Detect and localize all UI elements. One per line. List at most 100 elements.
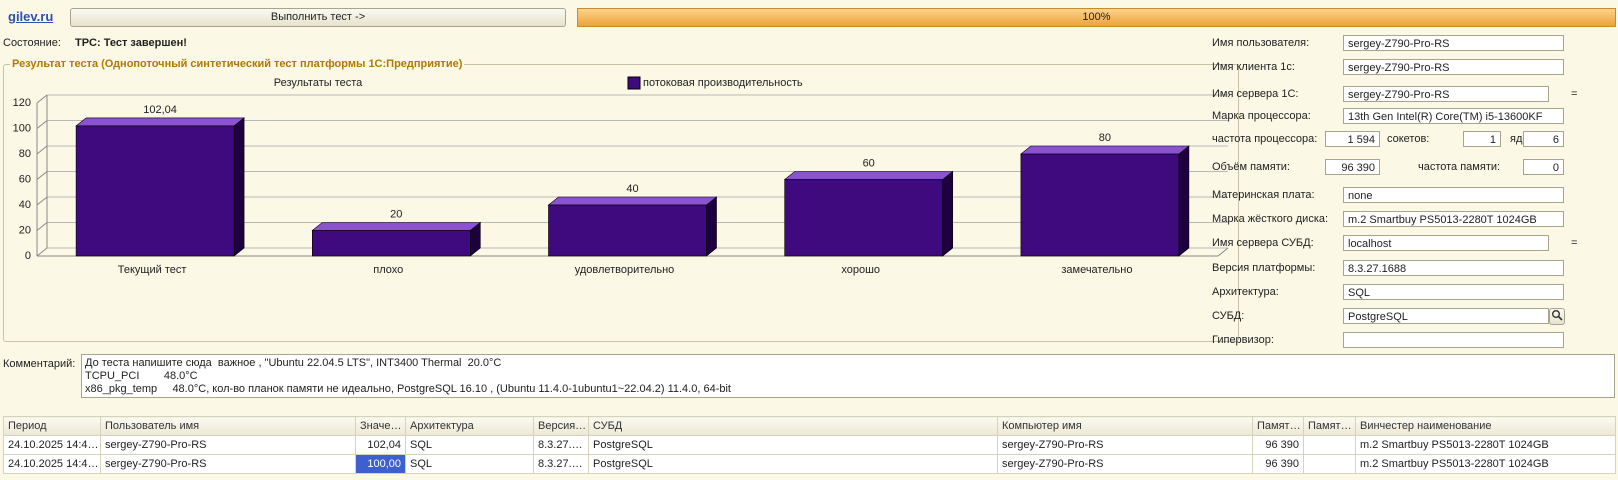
column-header[interactable]: Пользователь имя xyxy=(100,416,356,436)
site-link[interactable]: gilev.ru xyxy=(8,9,54,24)
bar-side xyxy=(1178,145,1190,257)
x-tick-label: Текущий тест xyxy=(118,264,187,276)
table-cell xyxy=(1303,454,1356,474)
tick-mark xyxy=(36,120,48,129)
field-label: Версия платформы: xyxy=(1212,262,1316,274)
table-cell: 24.10.2025 14:4… xyxy=(3,454,101,474)
table-cell: 8.3.27.… xyxy=(533,435,589,455)
table-cell: SQL xyxy=(405,435,534,455)
field-input[interactable]: sergey-Z790-Pro-RS xyxy=(1343,59,1564,75)
field-input[interactable]: SQL xyxy=(1343,284,1564,300)
field-label: Гипервизор: xyxy=(1212,334,1274,346)
field-input[interactable]: 13th Gen Intel(R) Core(TM) i5-13600KF xyxy=(1343,108,1564,124)
column-header[interactable]: Памят… xyxy=(1303,416,1356,436)
table-cell: 96 390 xyxy=(1252,435,1304,455)
field-input[interactable]: sergey-Z790-Pro-RS xyxy=(1343,35,1564,51)
table-cell: sergey-Z790-Pro-RS xyxy=(997,454,1253,474)
field-input[interactable] xyxy=(1343,332,1564,348)
table-cell: sergey-Z790-Pro-RS xyxy=(100,454,356,474)
field-input[interactable]: localhost xyxy=(1343,235,1549,251)
x-tick-label: хорошо xyxy=(841,264,880,276)
tick-mark xyxy=(36,247,48,257)
column-header[interactable]: Версия… xyxy=(533,416,589,436)
chart-title: Результаты теста xyxy=(274,77,363,89)
column-header[interactable]: Памят… xyxy=(1252,416,1304,436)
status-value: TPC: Тест завершен! xyxy=(75,37,187,49)
column-header[interactable]: Период xyxy=(3,416,101,436)
field-input[interactable]: sergey-Z790-Pro-RS xyxy=(1343,86,1549,102)
legend-swatch xyxy=(627,76,641,90)
y-tick-label: 100 xyxy=(13,122,31,134)
bar-side xyxy=(706,196,717,257)
value-label: 20 xyxy=(390,208,402,220)
bar-top xyxy=(1020,145,1190,155)
table-cell: PostgreSQL xyxy=(588,454,998,474)
bar-top xyxy=(311,222,482,231)
table-cell: 8.3.27.… xyxy=(533,454,589,474)
field-input[interactable]: 0 xyxy=(1523,159,1564,175)
header-row: Период Пользователь имя Значе… Архитектура В… xyxy=(3,416,1616,436)
table-cell: SQL xyxy=(405,454,534,474)
field-value: localhost xyxy=(1348,238,1392,250)
table-cell: m.2 Smartbuy PS5013-2280T 1024GB xyxy=(1355,454,1616,474)
field-input[interactable]: PostgreSQL xyxy=(1343,308,1549,324)
progress-bar: 100% xyxy=(577,8,1616,27)
field-label: Материнская плата: xyxy=(1212,189,1315,201)
bar xyxy=(75,125,235,257)
x-tick-label: плохо xyxy=(373,264,403,276)
bar xyxy=(548,204,707,257)
bar-top xyxy=(75,117,245,127)
field-value: sergey-Z790-Pro-RS xyxy=(1348,62,1450,74)
table-cell: m.2 Smartbuy PS5013-2280T 1024GB xyxy=(1355,435,1616,455)
field-input[interactable]: 6 xyxy=(1523,131,1564,147)
y-tick-label: 40 xyxy=(19,199,31,211)
chart: Результаты теста потоковая производительн… xyxy=(13,76,1229,276)
tick-mark xyxy=(36,222,48,231)
field-label: частота памяти: xyxy=(1418,161,1501,173)
field-value: 96 390 xyxy=(1341,162,1375,174)
field-label: Имя сервера 1С: xyxy=(1212,88,1299,100)
table-cell: 102,04 xyxy=(355,435,406,455)
value-label: 102,04 xyxy=(143,104,177,116)
column-header[interactable]: Архитектура xyxy=(405,416,534,436)
tick-mark xyxy=(36,196,48,206)
bar xyxy=(311,230,471,257)
field-value: sergey-Z790-Pro-RS xyxy=(1348,38,1450,50)
comment-line: x86_pkg_temp 48.0°C, кол-во планок памят… xyxy=(85,383,731,395)
field-input[interactable]: 8.3.27.1688 xyxy=(1343,260,1564,276)
field-label: Объём памяти: xyxy=(1212,161,1290,173)
field-value: PostgreSQL xyxy=(1348,311,1408,323)
y-tick-label: 120 xyxy=(13,97,31,109)
search-icon xyxy=(1552,310,1563,321)
table-row[interactable]: 24.10.2025 14:4… sergey-Z790-Pro-RS 102,04… xyxy=(3,435,1616,455)
value-label: 80 xyxy=(1099,132,1111,144)
y-tick-label: 20 xyxy=(19,224,31,236)
field-label: частота процессора: xyxy=(1212,133,1318,145)
bar xyxy=(784,179,944,257)
search-button[interactable] xyxy=(1549,308,1565,325)
field-label: Имя клиента 1с: xyxy=(1212,61,1295,73)
field-input[interactable]: 1 xyxy=(1463,131,1501,147)
tick-mark xyxy=(36,94,48,104)
table-cell: sergey-Z790-Pro-RS xyxy=(997,435,1253,455)
floor-back xyxy=(1217,247,1229,257)
field-suffix: = xyxy=(1571,88,1578,100)
field-input[interactable]: none xyxy=(1343,187,1564,203)
field-input[interactable]: 1 594 xyxy=(1325,131,1380,147)
field-input[interactable]: 96 390 xyxy=(1325,159,1380,175)
field-value: 13th Gen Intel(R) Core(TM) i5-13600KF xyxy=(1348,111,1543,123)
column-header[interactable]: Значе… xyxy=(355,416,406,436)
field-value: 1 xyxy=(1489,134,1496,146)
bar-top xyxy=(783,171,954,180)
y-tick-label: 80 xyxy=(19,148,31,160)
group-title: Результат теста (Однопоточный синтетичес… xyxy=(10,58,465,70)
table-row[interactable]: 24.10.2025 14:4… sergey-Z790-Pro-RS 100,00… xyxy=(3,454,1616,474)
column-header[interactable]: Винчестер наименование xyxy=(1355,416,1616,436)
run-button[interactable]: Выполнить тест -> xyxy=(70,8,566,27)
field-suffix: = xyxy=(1571,237,1578,249)
comment-box[interactable]: До теста напишите сюда важное , "Ubuntu … xyxy=(81,354,1615,398)
field-input[interactable]: m.2 Smartbuy PS5013-2280T 1024GB xyxy=(1343,211,1564,227)
column-header[interactable]: СУБД xyxy=(588,416,998,436)
column-header[interactable]: Компьютер имя xyxy=(997,416,1253,436)
field-value: 0 xyxy=(1552,162,1559,174)
